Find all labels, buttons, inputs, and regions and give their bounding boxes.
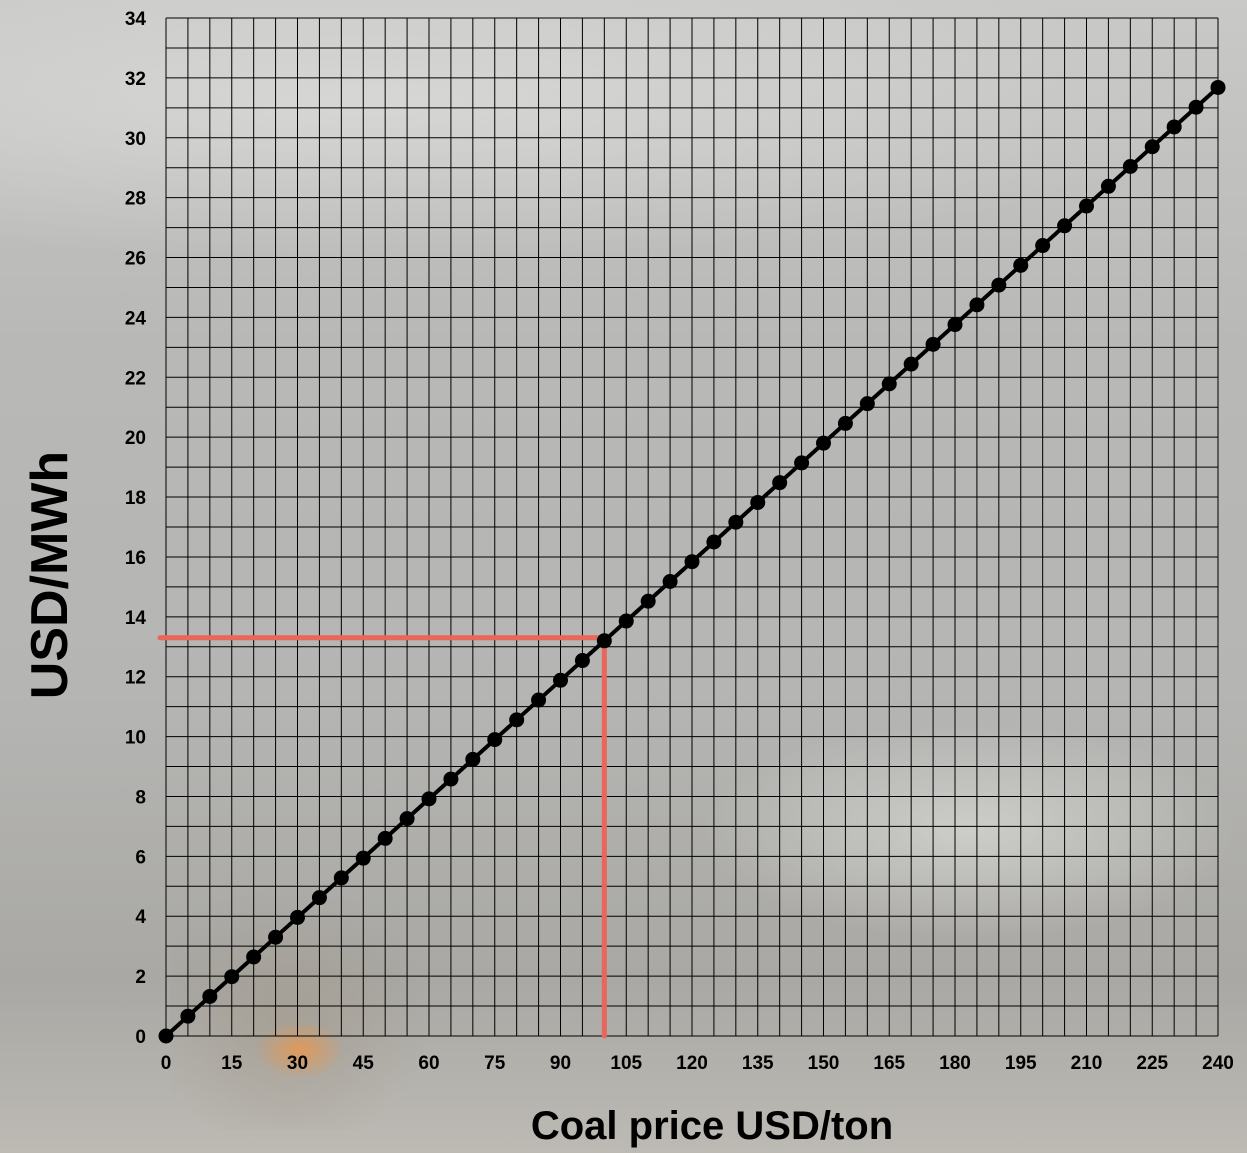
y-tick-label: 22	[125, 368, 146, 389]
x-tick-label: 105	[610, 1053, 642, 1074]
x-tick-label: 240	[1202, 1053, 1234, 1074]
grid	[165, 17, 1219, 1037]
x-tick-label: 30	[287, 1053, 308, 1074]
y-tick-label: 26	[125, 249, 146, 270]
data-point	[158, 1028, 174, 1044]
data-point	[1122, 159, 1138, 175]
dust-cloud	[700, 720, 1240, 940]
x-tick-label: 225	[1136, 1053, 1168, 1074]
data-point	[1166, 119, 1182, 135]
data-point	[1188, 99, 1204, 115]
data-point	[706, 534, 722, 550]
y-tick-label: 14	[125, 608, 147, 629]
data-point	[377, 830, 393, 846]
x-tick-label: 60	[418, 1053, 439, 1074]
data-point	[1079, 198, 1094, 214]
data-point	[246, 949, 262, 965]
data-point	[837, 415, 853, 431]
data-point	[355, 850, 371, 866]
x-tick-label: 75	[484, 1053, 506, 1074]
y-tick-label: 34	[125, 9, 147, 30]
y-tick-label: 18	[125, 488, 146, 509]
data-point	[509, 712, 525, 728]
y-tick-label: 8	[135, 787, 146, 808]
data-point	[596, 633, 612, 649]
x-tick-label: 180	[939, 1053, 971, 1074]
x-tick-label: 120	[676, 1053, 708, 1074]
data-point	[728, 514, 744, 530]
sky-haze	[0, 0, 1247, 260]
data-point	[991, 277, 1007, 293]
x-tick-label: 195	[1005, 1053, 1037, 1074]
data-point	[333, 870, 349, 886]
data-point	[969, 297, 985, 313]
data-point	[859, 396, 875, 412]
data-point	[662, 573, 678, 589]
y-tick-label: 12	[125, 668, 146, 689]
data-point	[1210, 79, 1226, 95]
data-point	[180, 1008, 196, 1024]
data-point	[903, 356, 919, 372]
y-tick-label: 0	[135, 1027, 146, 1048]
data-point	[443, 771, 459, 787]
data-series	[158, 79, 1226, 1044]
y-tick-label: 6	[135, 847, 146, 868]
data-point	[881, 376, 897, 392]
y-tick-label: 16	[125, 548, 146, 569]
y-tick-label: 32	[125, 69, 146, 90]
y-axis-title: USD/MWh	[21, 451, 79, 699]
data-point	[750, 494, 766, 510]
data-point	[925, 336, 941, 352]
data-point	[1035, 238, 1051, 254]
data-point	[947, 317, 963, 333]
x-axis-ticks: 0 15 30 45 60 75 90 105 120 135 150 165 180 195 210 225…	[161, 1053, 1234, 1074]
data-point	[1057, 218, 1073, 234]
x-tick-label: 135	[742, 1053, 774, 1074]
data-point	[772, 475, 788, 491]
x-tick-label: 15	[221, 1053, 243, 1074]
data-point	[1144, 139, 1160, 155]
data-point	[487, 732, 503, 748]
data-point	[640, 593, 656, 609]
data-point	[268, 929, 284, 945]
data-point	[224, 969, 240, 985]
x-tick-label: 90	[550, 1053, 571, 1074]
x-tick-label: 45	[353, 1053, 375, 1074]
data-point	[1100, 178, 1116, 194]
data-point	[311, 890, 327, 906]
data-point	[794, 455, 810, 471]
data-point	[684, 554, 700, 570]
reference-lines	[157, 635, 607, 1039]
x-tick-label: 210	[1071, 1053, 1103, 1074]
y-tick-label: 2	[135, 967, 146, 988]
truck-light	[255, 1020, 345, 1080]
data-point	[618, 613, 634, 629]
y-tick-label: 20	[125, 428, 146, 449]
y-tick-label: 30	[125, 129, 146, 150]
x-tick-label: 165	[873, 1053, 905, 1074]
y-tick-label: 24	[125, 308, 147, 329]
data-point	[816, 435, 831, 451]
data-point	[421, 791, 437, 807]
x-axis-title: Coal price USD/ton	[531, 1104, 893, 1148]
data-point	[465, 751, 481, 767]
data-point	[399, 811, 415, 827]
data-point	[202, 988, 218, 1004]
data-point	[531, 692, 547, 708]
x-tick-label: 0	[161, 1053, 172, 1074]
data-point	[574, 653, 590, 669]
data-point	[553, 672, 568, 688]
data-point	[290, 909, 305, 925]
y-tick-label: 4	[135, 907, 146, 928]
x-tick-label: 150	[808, 1053, 840, 1074]
y-tick-label: 10	[125, 728, 146, 749]
y-tick-label: 28	[125, 189, 146, 210]
data-point	[1013, 257, 1029, 273]
